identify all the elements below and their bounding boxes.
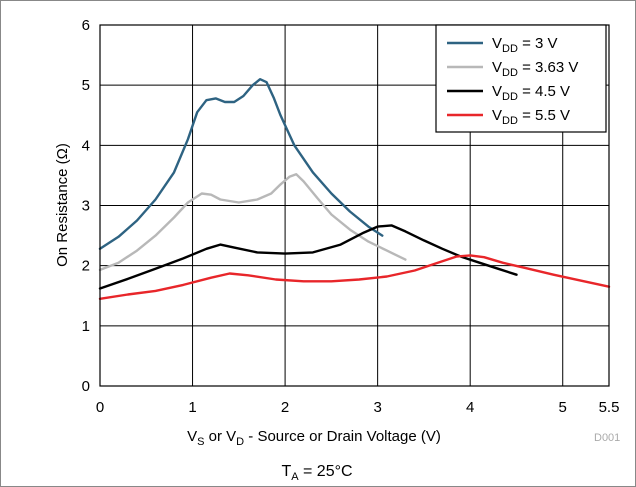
y-axis-label: On Resistance (Ω) xyxy=(54,143,71,267)
legend-label-sub: DD xyxy=(502,115,518,127)
series-line xyxy=(98,173,407,272)
series-line xyxy=(98,254,611,300)
x-tick-label: 0 xyxy=(96,399,104,416)
y-axis-ticks: 0 1 2 3 4 5 6 xyxy=(82,17,90,395)
legend-label-rest: = 3 V xyxy=(518,35,558,52)
x-label-rest: - Source or Drain Voltage (V) xyxy=(244,428,441,445)
series-line xyxy=(98,224,518,290)
x-label-sub1: S xyxy=(197,436,204,448)
legend-label-main: V xyxy=(492,59,502,76)
condition-main: T xyxy=(281,463,291,480)
plot-area-frame xyxy=(99,24,610,387)
legend-label-rest: = 3.63 V xyxy=(518,59,578,76)
x-tick-label: 4 xyxy=(466,399,474,416)
legend-label: VDD = 3 V xyxy=(492,35,558,55)
y-tick-label: 2 xyxy=(82,258,90,275)
legend-label-main: V xyxy=(492,35,502,52)
y-tick-label: 3 xyxy=(82,198,90,215)
x-axis-ticks: 0 1 2 3 4 5 5.5 xyxy=(96,399,620,416)
legend-label-main: V xyxy=(492,107,502,124)
legend-label-sub: DD xyxy=(502,43,518,55)
condition-label: TA = 25°C xyxy=(281,463,352,483)
y-tick-label: 6 xyxy=(82,17,90,34)
legend-label-rest: = 5.5 V xyxy=(518,107,570,124)
legend-label: VDD = 3.63 V xyxy=(492,59,578,79)
condition-rest: = 25°C xyxy=(299,463,353,480)
x-tick-label: 5 xyxy=(559,399,567,416)
y-tick-label: 4 xyxy=(82,137,90,154)
y-tick-label: 1 xyxy=(82,318,90,335)
series-layer xyxy=(98,78,611,300)
x-tick-label: 1 xyxy=(188,399,196,416)
legend-label: VDD = 4.5 V xyxy=(492,83,570,103)
x-tick-label: 5.5 xyxy=(599,399,620,416)
x-label-sub2: D xyxy=(236,436,244,448)
legend-label: VDD = 5.5 V xyxy=(492,107,570,127)
condition-sub: A xyxy=(291,471,299,483)
y-tick-label: 5 xyxy=(82,77,90,94)
y-tick-label: 0 xyxy=(82,378,90,395)
series-line xyxy=(98,78,384,250)
legend-label-sub: DD xyxy=(502,67,518,79)
x-tick-label: 2 xyxy=(281,399,289,416)
x-tick-label: 3 xyxy=(373,399,381,416)
x-axis-label: VS or VD - Source or Drain Voltage (V) xyxy=(187,428,441,448)
legend-label-rest: = 4.5 V xyxy=(518,83,570,100)
watermark-label: D001 xyxy=(594,432,620,444)
x-label-mid: or V xyxy=(204,428,236,445)
x-label-main: V xyxy=(187,428,197,445)
legend-label-main: V xyxy=(492,83,502,100)
legend-label-sub: DD xyxy=(502,91,518,103)
